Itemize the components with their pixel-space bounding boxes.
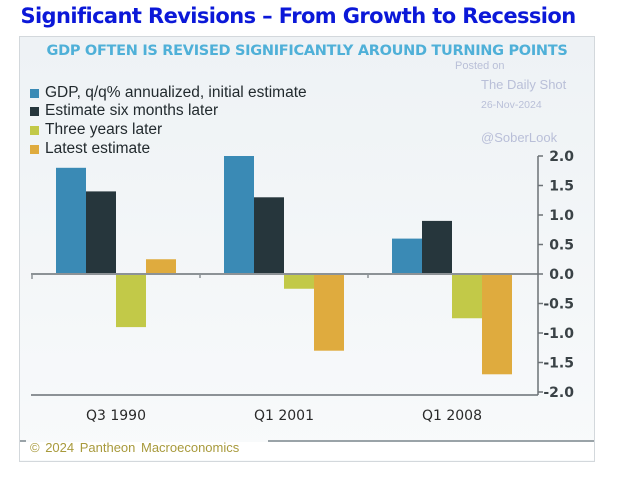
bar-q1-2008-series-1 [422,220,452,274]
y-tick-label: -1.0 [543,326,574,342]
y-tick-label: -0.5 [543,297,574,313]
footer-background [20,442,594,460]
bar-q3-1990-series-1 [86,191,116,274]
watermark-source: The Daily Shot [481,77,567,92]
category-labels: Q3 1990 Q1 2001 Q1 2008 [86,408,482,424]
y-tick-label: 1.5 [549,179,574,195]
footer-copyright: © 2024 Pantheon Macroeconomics [30,440,240,455]
y-tick-label: 2.0 [549,149,574,165]
bar-q1-2001-series-3 [314,274,344,351]
y-tick-label: -2.0 [543,385,574,401]
y-tick-label: 0.0 [549,267,574,283]
legend-swatch-six-months [30,106,39,116]
bar-q1-2008-series-2 [452,274,482,319]
y-tick-label: -1.5 [543,356,574,372]
bar-q1-2001-series-0 [224,156,254,274]
bar-q3-1990-series-3 [146,259,176,274]
bar-q3-1990-series-0 [56,167,86,274]
legend-swatch-initial [30,88,39,98]
legend-item-latest: Latest estimate [30,140,150,158]
legend-swatch-latest [30,144,39,154]
bar-q1-2001-series-2 [284,274,314,289]
watermark-posted-on: Posted on [455,60,505,72]
category-label-q3-1990: Q3 1990 [86,408,146,424]
legend-label: GDP, q/q% annualized, initial estimate [45,84,307,101]
legend-swatch-three-years [30,125,39,135]
bar-q3-1990-series-2 [116,274,146,328]
legend-label: Estimate six months later [45,102,219,119]
legend-label: Three years later [45,121,163,138]
headline: Significant Revisions – From Growth to R… [20,4,576,28]
legend-item-six-months: Estimate six months later [30,102,218,120]
y-tick-label: 0.5 [549,238,574,254]
legend-item-initial: GDP, q/q% annualized, initial estimate [30,84,307,102]
y-tick-label: 1.0 [549,208,574,224]
legend-label: Latest estimate [45,140,151,157]
watermark-date: 26-Nov-2024 [481,99,542,111]
legend-item-three-years: Three years later [30,121,162,139]
category-label-q1-2001: Q1 2001 [254,408,314,424]
chart-title: GDP OFTEN IS REVISED SIGNIFICANTLY AROUN… [46,43,568,59]
bars-group [56,156,512,375]
watermark-handle: @SoberLook [481,130,558,145]
bar-q1-2001-series-1 [254,197,284,274]
category-label-q1-2008: Q1 2008 [422,408,482,424]
bar-q1-2008-series-0 [392,238,422,274]
y-axis-ticks: 2.0 1.5 1.0 0.5 0.0 -0.5 -1.0 -1.5 -2.0 [538,149,574,401]
bar-q1-2008-series-3 [482,274,512,375]
